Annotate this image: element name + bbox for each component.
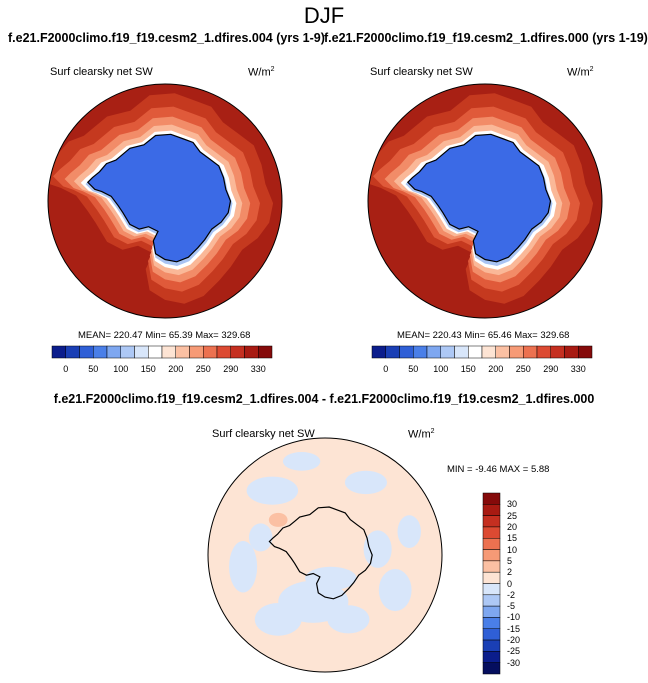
colorbar-tick: 20	[507, 521, 518, 532]
colorbar-tick: 150	[460, 364, 476, 374]
colorbar-swatch	[482, 538, 501, 550]
diff-stats-label: MIN = -9.46 MAX = 5.88	[447, 464, 550, 475]
colorbar-tick: -2	[507, 589, 516, 600]
colorbar-tick: 0	[383, 364, 389, 374]
negative-anomaly-patch	[344, 470, 388, 495]
colorbar-swatch	[482, 515, 501, 528]
negative-anomaly-patch	[246, 476, 299, 505]
colorbar-tick: 100	[433, 364, 449, 374]
negative-anomaly-patch	[305, 566, 357, 591]
page-title: DJF	[303, 3, 345, 28]
negative-anomaly-patch	[378, 569, 412, 612]
antarctica-coastline	[86, 133, 232, 263]
colorbar-tick: 150	[140, 364, 156, 374]
colorbar-tick: 330	[250, 364, 266, 374]
colorbar-tick: 200	[488, 364, 504, 374]
colorbar-tick: 250	[515, 364, 531, 374]
colorbar-swatch	[258, 345, 273, 359]
negative-anomaly-patch	[363, 530, 392, 568]
colorbar-tick: 200	[168, 364, 184, 374]
diff-variable-label: Surf clearsky net SW	[212, 428, 315, 440]
colorbar-tick: -25	[507, 646, 521, 657]
colorbar-swatch	[482, 571, 501, 584]
negative-anomaly-patch	[254, 602, 302, 636]
map-border	[367, 83, 603, 319]
colorbar-swatch	[482, 594, 501, 607]
colorbar-swatch	[482, 549, 501, 562]
colorbar-tick: 0	[63, 364, 69, 374]
colorbar-swatch	[482, 662, 501, 675]
colorbar-tick: 50	[408, 364, 419, 374]
colorbar-swatch	[578, 345, 593, 359]
map-border	[207, 437, 443, 673]
left-units-label: W/m2	[248, 66, 275, 79]
left-panel-title: f.e21.F2000climo.f19_f19.cesm2_1.dfires.…	[8, 31, 325, 45]
colorbar-tick: 5	[507, 555, 513, 566]
left-variable-label: Surf clearsky net SW	[50, 66, 153, 78]
diff-units-label: W/m2	[408, 428, 435, 441]
colorbar-tick: 2	[507, 567, 513, 578]
colorbar-swatch	[482, 560, 501, 573]
colorbar-tick: 15	[507, 533, 518, 544]
colorbar-tick: 10	[507, 544, 518, 555]
colorbar-tick: 250	[195, 364, 211, 374]
map-border	[47, 83, 283, 319]
colorbar-swatch	[482, 628, 501, 641]
colorbar-swatch	[482, 492, 501, 505]
colorbar-swatch	[482, 504, 501, 516]
colorbar-tick: 330	[570, 364, 586, 374]
left-stats-label: MEAN= 220.47 Min= 65.39 Max= 329.68	[78, 330, 251, 341]
right-units-label: W/m2	[567, 66, 594, 79]
positive-anomaly-patch	[268, 512, 288, 527]
colorbar-tick: -5	[507, 601, 516, 612]
colorbar-tick: 30	[507, 499, 518, 510]
colorbar-tick: 50	[88, 364, 99, 374]
antarctica-coastline	[406, 133, 552, 263]
negative-anomaly-patch	[282, 452, 321, 471]
colorbar-tick: 0	[507, 578, 513, 589]
right-panel-title: f.e21.F2000climo.f19_f19.cesm2_1.dfires.…	[324, 31, 648, 45]
negative-anomaly-patch	[327, 605, 370, 634]
colorbar-swatch	[482, 651, 501, 663]
colorbar-tick: -30	[507, 657, 521, 668]
colorbar-swatch	[482, 617, 501, 629]
difference-panel-title: f.e21.F2000climo.f19_f19.cesm2_1.dfires.…	[53, 392, 595, 406]
colorbar-tick: -20	[507, 635, 521, 646]
colorbar-tick: 290	[223, 364, 239, 374]
colorbar-tick: 290	[543, 364, 559, 374]
colorbar-swatch	[482, 583, 501, 596]
negative-anomaly-patch	[397, 515, 421, 548]
colorbar-tick: 25	[507, 510, 518, 521]
colorbar-tick: 100	[113, 364, 129, 374]
colorbar-tick: -15	[507, 623, 521, 634]
colorbar-swatch	[482, 639, 501, 652]
negative-anomaly-patch	[248, 523, 273, 552]
colorbar-swatch	[482, 526, 501, 539]
colorbar-tick: -10	[507, 612, 521, 623]
right-stats-label: MEAN= 220.43 Min= 65.46 Max= 329.68	[397, 330, 570, 341]
colorbar-swatch	[482, 605, 501, 618]
right-variable-label: Surf clearsky net SW	[370, 66, 473, 78]
antarctica-coastline	[268, 506, 373, 600]
negative-anomaly-patch	[229, 540, 258, 593]
